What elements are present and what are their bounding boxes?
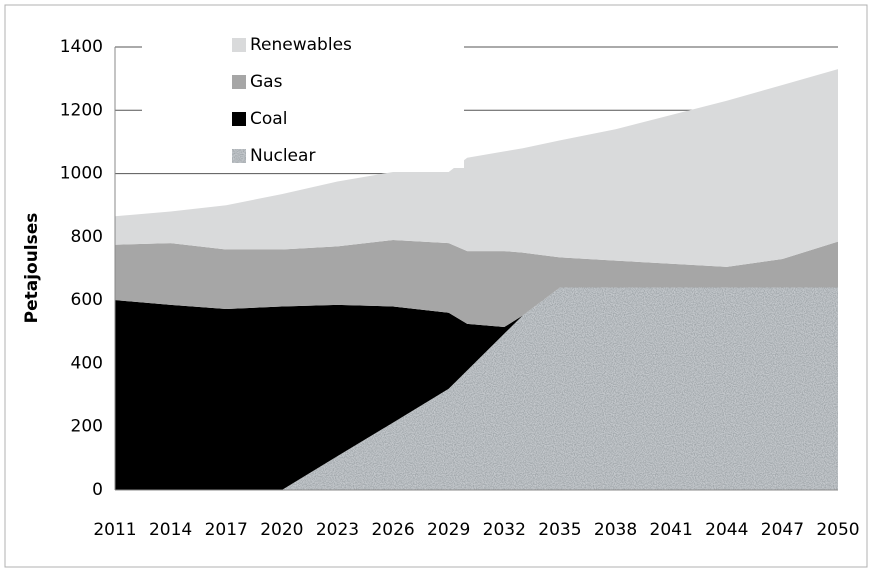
legend-label: Coal — [250, 109, 287, 129]
legend-label: Gas — [250, 72, 283, 92]
area — [115, 287, 838, 490]
x-tick-label: 2032 — [483, 520, 526, 540]
legend-label: Renewables — [250, 35, 352, 55]
x-tick-label: 2017 — [205, 520, 248, 540]
area — [115, 240, 838, 328]
legend-swatch — [232, 112, 246, 126]
x-tick-label: 2026 — [371, 520, 414, 540]
x-tick-label: 2011 — [93, 520, 136, 540]
x-tick-label: 2047 — [761, 520, 804, 540]
y-tick-label: 1000 — [60, 164, 103, 184]
x-tick-label: 2014 — [149, 520, 192, 540]
y-tick-label: 800 — [71, 227, 103, 247]
area — [115, 69, 838, 267]
x-tick-label: 2023 — [316, 520, 359, 540]
legend-label: Nuclear — [250, 146, 315, 166]
x-tick-label: 2041 — [650, 520, 693, 540]
y-tick-label: 1400 — [60, 37, 103, 57]
x-tick-label: 2035 — [538, 520, 581, 540]
legend-swatch — [232, 149, 246, 163]
legend-swatch — [232, 38, 246, 52]
y-tick-label: 1200 — [60, 100, 103, 120]
y-tick-label: 0 — [92, 480, 103, 500]
legend-swatch — [232, 75, 246, 89]
y-tick-label: 200 — [71, 417, 103, 437]
y-tick-label: 600 — [71, 290, 103, 310]
y-axis-label: Petajoulses — [22, 213, 42, 324]
x-tick-label: 2020 — [260, 520, 303, 540]
y-tick-label: 400 — [71, 353, 103, 373]
x-tick-label: 2029 — [427, 520, 470, 540]
x-tick-label: 2044 — [705, 520, 748, 540]
area — [115, 287, 838, 490]
legend-box — [142, 26, 464, 168]
x-tick-label: 2038 — [594, 520, 637, 540]
x-tick-label: 2050 — [816, 520, 859, 540]
